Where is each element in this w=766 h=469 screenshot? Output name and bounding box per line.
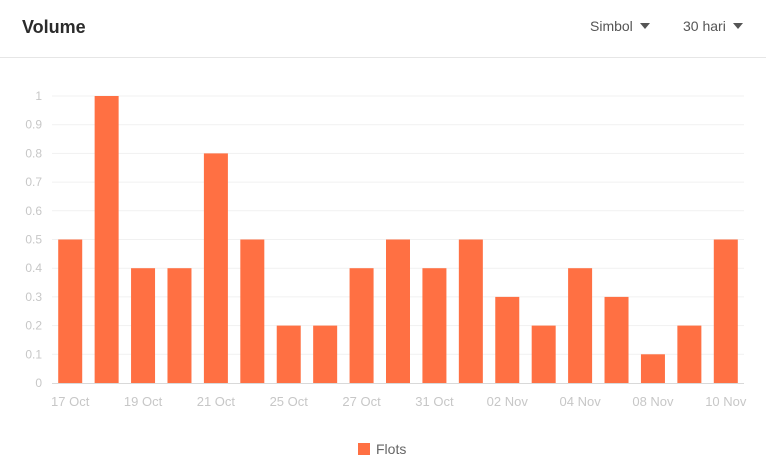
y-tick-label: 0 (35, 376, 42, 390)
bar-31-oct (422, 268, 447, 383)
bar-18-oct (94, 96, 119, 383)
bar-20-oct (167, 268, 192, 383)
bar-17-oct (58, 239, 83, 383)
bar-01-nov (458, 239, 483, 383)
x-tick-label: 31 Oct (415, 394, 454, 409)
card-title: Volume (22, 17, 86, 37)
x-tick-label: 04 Nov (560, 394, 602, 409)
bar-19-oct (131, 268, 156, 383)
volume-bar-chart: 0 0.1 0.2 0.3 0.4 0.5 0.6 0.7 0.8 0.9 1 17 Oct 19 Oc… (25, 89, 747, 409)
y-tick-label: 0.4 (25, 261, 42, 275)
symbol-dropdown[interactable]: Simbol (590, 18, 650, 34)
x-tick-label: 19 Oct (124, 394, 163, 409)
bar-27-oct (349, 268, 374, 383)
bar-07-nov (604, 296, 629, 383)
y-tick-label: 0.7 (25, 175, 42, 189)
bar-21-oct (203, 153, 228, 383)
bar-26-oct (313, 325, 338, 383)
symbol-dropdown-label: Simbol (590, 18, 633, 34)
bar-09-nov (677, 325, 702, 383)
legend-swatch (358, 443, 370, 455)
caret-down-icon (639, 23, 650, 29)
y-tick-label: 0.6 (25, 204, 42, 218)
period-dropdown[interactable]: 30 hari (683, 18, 743, 34)
y-tick-label: 0.9 (25, 118, 42, 132)
bar-08-nov (640, 354, 665, 383)
legend-label: Flots (376, 441, 407, 457)
bar-04-nov (568, 268, 593, 383)
bar-02-nov (495, 296, 520, 383)
bar-28-oct (386, 239, 410, 383)
y-tick-label: 0.5 (25, 233, 42, 247)
y-tick-label: 1 (35, 89, 42, 103)
bar-03-nov (531, 325, 556, 383)
x-tick-label: 08 Nov (632, 394, 674, 409)
bar-25-oct (276, 325, 301, 383)
x-tick-label: 27 Oct (342, 394, 381, 409)
x-tick-label: 21 Oct (197, 394, 236, 409)
y-tick-label: 0.3 (25, 290, 42, 304)
card-header: Volume Simbol 30 hari (0, 0, 766, 58)
y-tick-label: 0.8 (25, 146, 42, 160)
period-dropdown-label: 30 hari (683, 18, 726, 34)
x-tick-label: 10 Nov (705, 394, 747, 409)
x-tick-label: 02 Nov (487, 394, 529, 409)
chart-legend[interactable]: Flots (358, 441, 406, 457)
bar-10-nov (713, 239, 738, 383)
caret-down-icon (732, 23, 743, 29)
x-tick-label: 25 Oct (270, 394, 309, 409)
x-tick-label: 17 Oct (51, 394, 90, 409)
y-tick-label: 0.1 (25, 347, 42, 361)
bar-24-oct (240, 239, 265, 383)
y-tick-label: 0.2 (25, 319, 42, 333)
